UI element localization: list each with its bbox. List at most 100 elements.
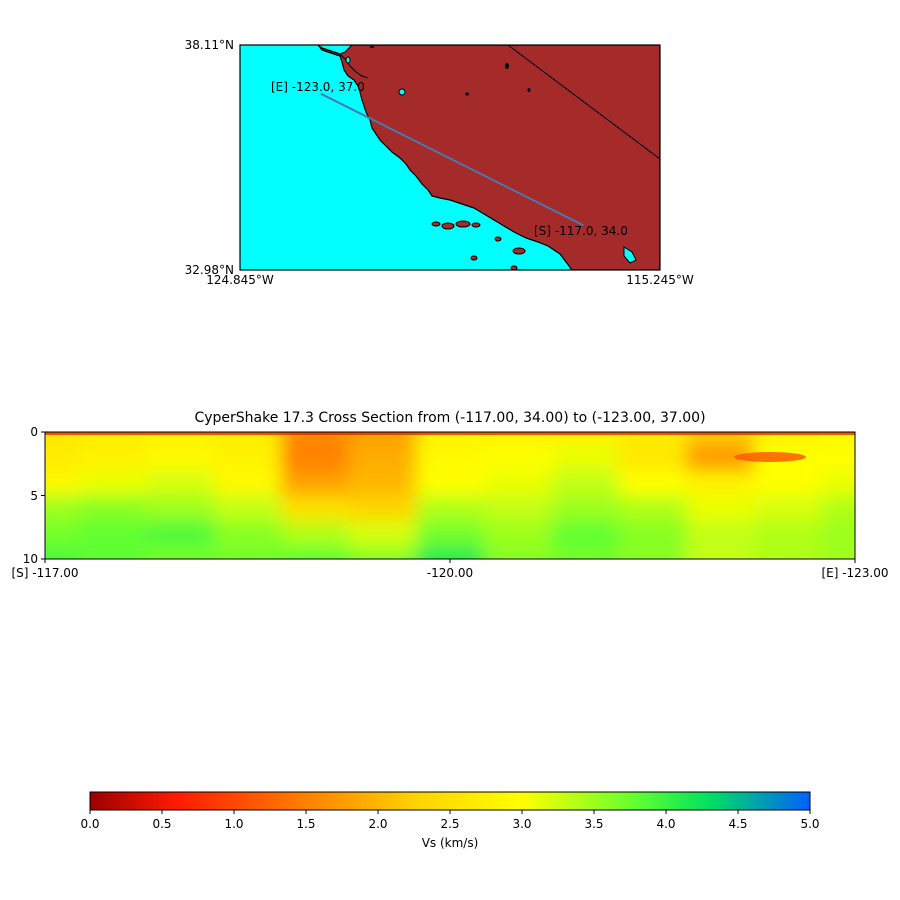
heatmap-cell [348,432,418,446]
colorbar-tick-label: 3.5 [584,817,604,831]
colorbar-ticks [89,810,811,814]
heatmap-cell [45,520,80,548]
heatmap-cell [416,432,485,446]
heatmap-cell [45,432,80,446]
colorbar-tick-label: 3.0 [512,817,532,831]
low-velocity-lens [734,452,806,462]
heatmap-cell [753,520,823,548]
heatmap-cell [78,495,148,522]
section-title: CyperShake 17.3 Cross Section from (-117… [194,410,706,426]
heatmap-cell [483,495,553,522]
heatmap-cell [281,432,350,446]
heatmap-cell [618,495,688,522]
heatmap-cell [551,432,620,446]
heatmap-cell [146,432,215,446]
colorbar [89,791,811,811]
heatmap-cell [78,432,148,446]
heatmap-cell [686,520,755,548]
surface-layer [45,432,855,435]
heatmap-cell [686,495,755,522]
section-y-tick-label: 0 [30,425,38,439]
map-lat-bottom-label: 32.98°N [184,263,234,277]
heatmap-cell [213,444,283,472]
coast-detail [339,53,369,79]
heatmap-cell [281,546,350,559]
heatmap-cell [551,470,620,497]
heatmap-cell [45,444,80,472]
section-y-tick-label: 10 [22,552,38,566]
section-x-tick-label: [S] -117.00 [11,566,79,580]
heatmap-cell [348,444,418,472]
heatmap-cell [281,470,350,497]
heatmap-cell [146,444,215,472]
small-features [370,46,531,96]
heatmap-cell [821,520,855,548]
heatmap-cell [146,546,215,559]
section-x-tick-label: [E] -123.00 [821,566,889,580]
channel-islands [431,220,526,270]
colorbar-tick-label: 1.0 [224,817,244,831]
colorbar-tick-label: 2.0 [368,817,388,831]
heatmap-cell [348,495,418,522]
colorbar-tick-label: 1.5 [296,817,316,831]
heatmap-cell [213,470,283,497]
heatmap-cell [618,520,688,548]
heatmap-cell [483,470,553,497]
map-panel [240,45,660,270]
heatmap-cell [821,432,855,446]
map-lon-right-label: 115.245°W [626,273,694,287]
transect-line [320,92,584,227]
heatmap-cell [618,546,688,559]
heatmap-cell [213,495,283,522]
heatmap-cell [213,546,283,559]
heatmap-cell [753,470,823,497]
heatmap-cell [146,470,215,497]
map-lon-left-label: 124.845°W [206,273,274,287]
heatmap-cell [483,546,553,559]
heatmap-cell [416,470,485,497]
heatmap-cell [821,546,855,559]
heatmap-cell [551,444,620,472]
section-ticks [41,431,856,563]
colorbar-tick-label: 0.5 [152,817,172,831]
inland-lakes [345,56,637,264]
heatmap-cell [753,546,823,559]
heatmap-cell [45,495,80,522]
heatmap-cell [146,495,215,522]
heatmap-cell [551,546,620,559]
heatmap-cell [686,432,755,446]
section-y-tick-label: 5 [30,488,38,503]
heatmap-cell [551,520,620,548]
heatmap-cell [483,444,553,472]
heatmap-cell [416,444,485,472]
heatmap-cell [686,470,755,497]
colorbar-tick-label: 0.0 [80,817,100,831]
heatmap-cell [753,495,823,522]
heatmap-cell [416,495,485,522]
heatmap-cell [483,520,553,548]
heatmap-cell [483,432,553,446]
colorbar-label: Vs (km/s) [421,836,479,850]
map-lat-top-label: 38.11°N [184,38,234,52]
heatmap-cell [416,520,485,548]
heatmap-cell [281,495,350,522]
heatmap-cell [821,444,855,472]
heatmap-cell [78,520,148,548]
heatmap-cell [348,520,418,548]
heatmap-cell [213,432,283,446]
section-x-tick-label: -120.00 [426,566,474,580]
heatmap-cell [45,470,80,497]
heatmap-cell [213,520,283,548]
heatmap-cell [618,432,688,446]
map-end-point-label: [E] -123.0, 37.0 [271,80,365,94]
heatmap-cell [146,520,215,548]
heatmap-cell [821,470,855,497]
map-start-point-label: [S] -117.0, 34.0 [534,224,628,238]
heatmap-cell [45,546,80,559]
heatmap-cell [686,546,755,559]
heatmap-cell [551,495,620,522]
heatmap-cell [821,495,855,522]
heatmap-cell [78,444,148,472]
fault-line [507,45,660,160]
